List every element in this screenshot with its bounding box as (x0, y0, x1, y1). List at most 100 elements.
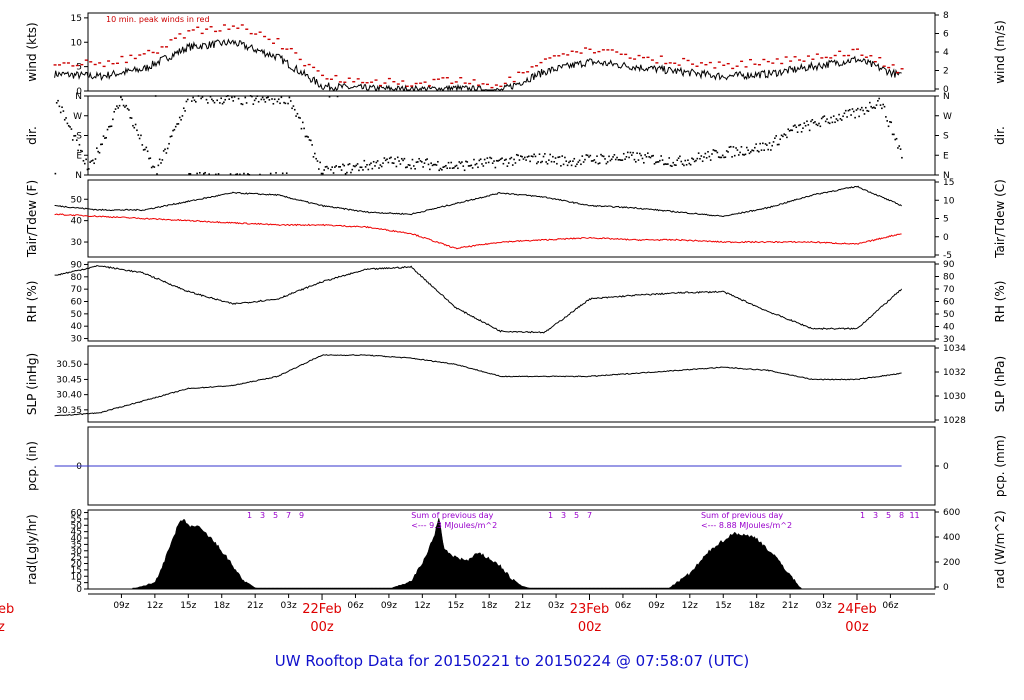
direction-point (308, 139, 311, 141)
direction-point (471, 167, 474, 169)
peak-wind-mark (138, 54, 142, 56)
day-note-line2: <--- 8.88 MJoules/m^2 (701, 521, 792, 530)
direction-point (134, 123, 137, 126)
peak-wind-mark (744, 66, 748, 68)
peak-wind-mark (370, 81, 374, 83)
peak-wind-mark (178, 33, 182, 35)
peak-wind-mark (882, 65, 886, 67)
direction-point (597, 162, 600, 165)
ylabel-right: rad (W/m^2) (993, 510, 1007, 588)
peak-wind-mark (280, 48, 284, 50)
direction-point (719, 156, 721, 159)
direction-point (158, 158, 161, 161)
direction-point (429, 168, 431, 171)
direction-point (366, 164, 368, 166)
peak-wind-mark (820, 57, 824, 59)
direction-point (695, 159, 697, 162)
direction-point (771, 144, 773, 147)
direction-point (641, 157, 644, 160)
direction-point (320, 172, 323, 175)
direction-point (451, 167, 454, 170)
direction-point (767, 148, 769, 151)
direction-point (638, 152, 641, 155)
ylabel-right: RH (%) (993, 281, 1007, 323)
hour-mark: 3 (260, 511, 265, 520)
direction-point (556, 162, 558, 165)
direction-point (798, 124, 800, 127)
direction-point (363, 159, 366, 162)
direction-point (62, 110, 65, 112)
direction-point (549, 153, 551, 156)
right-tick-label: 5 (943, 215, 949, 225)
direction-point (748, 152, 751, 155)
direction-point (778, 143, 780, 146)
direction-point (503, 159, 506, 161)
direction-point (856, 107, 859, 110)
direction-point (455, 164, 458, 167)
peak-wind-mark (343, 81, 347, 83)
direction-point (493, 160, 495, 162)
direction-point (723, 156, 725, 159)
peak-wind-mark (468, 82, 472, 85)
direction-point (403, 157, 406, 160)
direction-point (671, 165, 673, 168)
direction-point (98, 151, 101, 154)
direction-point (88, 168, 90, 170)
peak-wind-mark (240, 24, 244, 26)
direction-point (352, 165, 355, 167)
direction-point (895, 137, 898, 140)
direction-point (415, 161, 418, 164)
direction-point (592, 160, 594, 162)
direction-point (661, 159, 664, 161)
direction-point (279, 102, 281, 105)
direction-point (67, 125, 70, 127)
direction-point (758, 150, 760, 153)
direction-point (751, 149, 753, 152)
direction-point (376, 160, 379, 162)
direction-point (770, 149, 772, 151)
direction-point (518, 159, 521, 161)
peak-wind-mark (432, 78, 436, 81)
direction-point (392, 162, 395, 165)
direction-point (394, 158, 396, 160)
direction-point (560, 165, 562, 167)
direction-point (169, 135, 172, 138)
direction-point (78, 143, 81, 146)
direction-point (360, 166, 363, 169)
day-label-date: 22Feb (302, 602, 342, 617)
direction-point (643, 161, 645, 164)
direction-point (129, 116, 132, 119)
direction-point (438, 169, 440, 172)
direction-point (447, 161, 450, 164)
direction-point (634, 161, 637, 163)
peak-wind-mark (682, 57, 686, 60)
direction-point (485, 162, 487, 164)
direction-point (199, 171, 201, 174)
time-tick-label: 18z (749, 601, 765, 611)
direction-point (110, 125, 113, 128)
direction-point (804, 124, 807, 127)
direction-point (815, 123, 818, 126)
direction-point (109, 125, 111, 128)
direction-point (865, 106, 867, 109)
right-tick-label: N (943, 92, 950, 102)
direction-point (573, 157, 576, 160)
direction-point (826, 118, 828, 120)
direction-point (77, 149, 79, 152)
direction-point (562, 163, 565, 166)
direction-point (243, 172, 245, 175)
direction-point (149, 157, 152, 159)
direction-point (144, 148, 146, 151)
direction-point (430, 162, 432, 164)
left-tick-label: 15 (71, 14, 82, 24)
direction-point (236, 173, 239, 175)
direction-point (807, 124, 810, 126)
peak-wind-mark (798, 59, 802, 61)
peak-wind-mark (775, 58, 779, 60)
direction-point (79, 149, 82, 152)
direction-point (112, 118, 114, 121)
direction-point (669, 164, 672, 167)
direction-point (295, 115, 297, 117)
peak-wind-mark (463, 82, 467, 84)
direction-point (704, 152, 707, 155)
